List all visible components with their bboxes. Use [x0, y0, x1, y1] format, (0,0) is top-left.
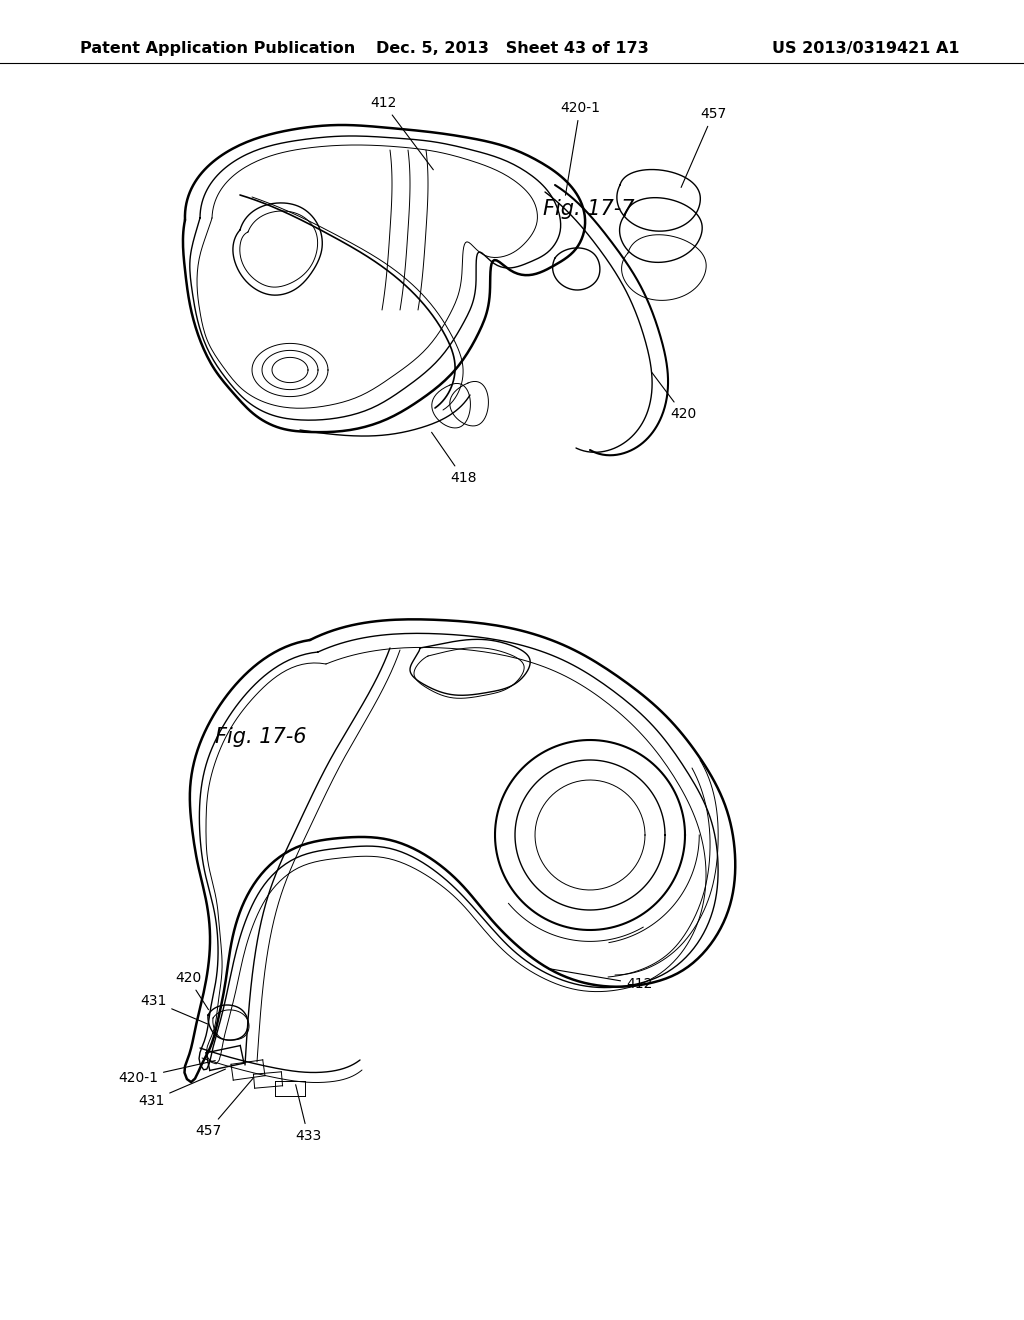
Text: Fig. 17-6: Fig. 17-6: [215, 726, 307, 747]
Text: Fig. 17-7: Fig. 17-7: [543, 198, 635, 219]
Text: 420-1: 420-1: [118, 1060, 215, 1085]
Text: 418: 418: [431, 432, 476, 484]
Text: 431: 431: [140, 994, 208, 1024]
Text: US 2013/0319421 A1: US 2013/0319421 A1: [772, 41, 961, 55]
Text: 433: 433: [295, 1085, 322, 1143]
Text: 412: 412: [370, 96, 433, 170]
Text: 420: 420: [175, 972, 209, 1010]
Text: 412: 412: [548, 969, 652, 991]
Text: 431: 431: [138, 1069, 225, 1107]
Text: Dec. 5, 2013   Sheet 43 of 173: Dec. 5, 2013 Sheet 43 of 173: [376, 41, 648, 55]
Text: 457: 457: [681, 107, 726, 187]
Text: 420-1: 420-1: [560, 102, 600, 195]
Text: Patent Application Publication: Patent Application Publication: [80, 41, 355, 55]
Text: 457: 457: [195, 1078, 253, 1138]
Text: 420: 420: [651, 372, 696, 421]
